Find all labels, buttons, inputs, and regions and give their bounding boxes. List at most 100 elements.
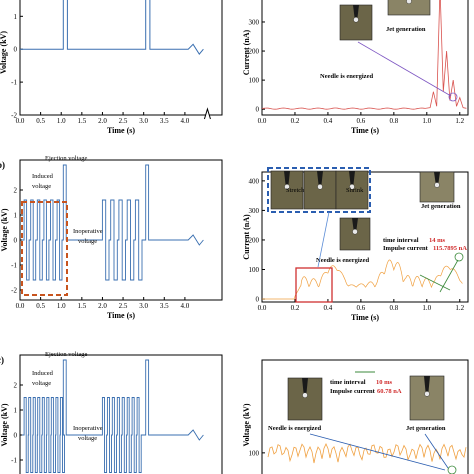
x-tick-label: 2.5 <box>119 302 128 310</box>
x-tick-label: 1.5 <box>77 117 86 125</box>
photo-jet <box>419 171 455 203</box>
annotation-time-interval: time interval <box>330 379 366 386</box>
x-tick-label: 4.0 <box>181 302 190 310</box>
y-axis-label: Voltage (kV) <box>242 403 251 446</box>
x-tick-label: 0.5 <box>36 302 45 310</box>
x-tick-label: 0.8 <box>389 117 398 125</box>
y-tick-label: 200 <box>249 236 260 244</box>
photo-energized <box>339 4 373 41</box>
plot-frame <box>19 354 223 474</box>
needle-tip <box>352 218 358 230</box>
x-axis-label: Time (s) <box>351 313 379 322</box>
chart-c-current: 100 Voltage (kV) time interval 10 msImpulse… <box>242 359 469 474</box>
induced-highlight-box <box>21 201 68 296</box>
chart-b-voltage: 2 1 0 -1 -2 0.0 0.5 1.0 1.5 2.0 2.5 3.0 3.5 4.0 Time (… <box>0 155 223 320</box>
annotation-induced: Induced <box>32 173 54 180</box>
annotation-induced-voltage: voltage <box>32 380 51 387</box>
pointer-circle <box>447 465 457 474</box>
x-axis-label: Time (s) <box>107 311 135 320</box>
pointer-circle <box>448 92 458 102</box>
x-tick-label: 2.0 <box>98 302 107 310</box>
x-tick-label: 0.4 <box>324 304 333 312</box>
photo-energized <box>287 377 323 421</box>
x-tick-label: 1.2 <box>455 304 464 312</box>
x-tick-label: 0.2 <box>291 117 300 125</box>
x-tick-label: 0.6 <box>357 304 366 312</box>
y-axis-label: Voltage (kV) <box>0 403 9 446</box>
x-tick-label: 2.5 <box>119 117 128 125</box>
y-tick-label: 0 <box>256 106 260 114</box>
y-tick-label: 0 <box>14 237 18 245</box>
annotation-induced-voltage: voltage <box>32 183 51 190</box>
annotation-inoperative: Inoperative <box>73 425 103 432</box>
plot-frame <box>19 0 223 116</box>
droplet <box>349 184 355 190</box>
droplet <box>434 182 440 188</box>
zoom-box <box>295 267 333 303</box>
y-tick-label: -1 <box>11 79 17 87</box>
voltage-trace <box>20 0 204 55</box>
photo-stretch-1 <box>270 170 304 210</box>
x-tick-label: 1.5 <box>77 302 86 310</box>
pointer-line-jet <box>439 259 459 293</box>
y-axis-label: Current (nA) <box>242 214 251 260</box>
chart-c-voltage: 2 1 0 -1 Voltage (kV) (c) Ejection voltage Indu… <box>0 351 223 474</box>
x-tick-label: 3.5 <box>160 302 169 310</box>
x-tick-label: 0.6 <box>357 117 366 125</box>
x-tick-label: 0.0 <box>16 117 25 125</box>
x-tick-label: 1.2 <box>455 117 464 125</box>
pointer-line <box>317 211 330 268</box>
photo-frame <box>387 0 431 16</box>
droplet <box>352 228 358 235</box>
needle-tip <box>424 376 430 392</box>
pointer-circle <box>454 252 464 262</box>
droplet <box>406 0 412 4</box>
photo-jet <box>387 0 431 16</box>
chart-a-voltage: 1 0 -1 -20.0 0.5 1.0 1.5 2.0 2.5 3.0 3.5 4.0 Time (s… <box>0 0 223 135</box>
annotation-inoperative-voltage: voltage <box>78 435 97 442</box>
panel-label: (b) <box>0 160 5 170</box>
pointer-line <box>309 433 446 471</box>
y-tick-label: -1 <box>11 262 17 270</box>
y-tick-label: 0 <box>14 432 18 440</box>
annotation-induced: Induced <box>32 370 54 377</box>
plot-frame <box>19 159 223 301</box>
x-tick-label: 3.0 <box>139 302 148 310</box>
annotation-jet-generation: Jet generation <box>406 425 446 432</box>
annotation-ejection-voltage: Ejection voltage <box>45 155 88 162</box>
plot-frame <box>261 359 469 474</box>
x-tick-label: 0.8 <box>389 304 398 312</box>
annotation-needle-energized: Needle is energized <box>316 257 369 264</box>
y-tick-label: 0 <box>14 46 18 54</box>
panel-label: (c) <box>0 355 4 365</box>
droplet <box>353 17 359 23</box>
needle-tip <box>284 171 290 185</box>
current-trace <box>261 0 467 110</box>
photo-shrink <box>335 170 369 210</box>
y-tick-label: 2 <box>14 382 18 390</box>
needle-tip <box>349 171 355 185</box>
chart-b-current: 0 100 200 300 400 0.0 0.2 0.4 0.6 0.8 1.0 1.2 Time (… <box>242 167 469 322</box>
y-tick-label: 300 <box>249 207 260 215</box>
y-tick-label: 2 <box>14 187 18 195</box>
droplet <box>317 184 323 190</box>
y-tick-label: 100 <box>249 77 260 85</box>
needle-tip <box>434 172 440 183</box>
photo-stretch-2 <box>303 170 337 210</box>
x-tick-label: 0.0 <box>16 302 25 310</box>
x-tick-label: 1.0 <box>57 117 66 125</box>
droplet <box>424 391 430 397</box>
axis-break <box>203 107 211 120</box>
y-tick-label: 1 <box>14 13 18 21</box>
annotation-time-interval: time interval <box>383 237 419 244</box>
x-tick-label: 1.0 <box>422 117 431 125</box>
annotation-stretch: Stretch <box>286 187 305 194</box>
y-tick-label: 200 <box>249 48 260 56</box>
current-trace <box>262 259 463 300</box>
x-tick-label: 0.0 <box>258 117 267 125</box>
pointer-line-jet <box>424 433 449 469</box>
y-tick-label: 400 <box>249 177 260 185</box>
annotation-shrink: Shrink <box>346 187 364 194</box>
annotation-time-interval-value: 14 ms <box>429 237 446 244</box>
